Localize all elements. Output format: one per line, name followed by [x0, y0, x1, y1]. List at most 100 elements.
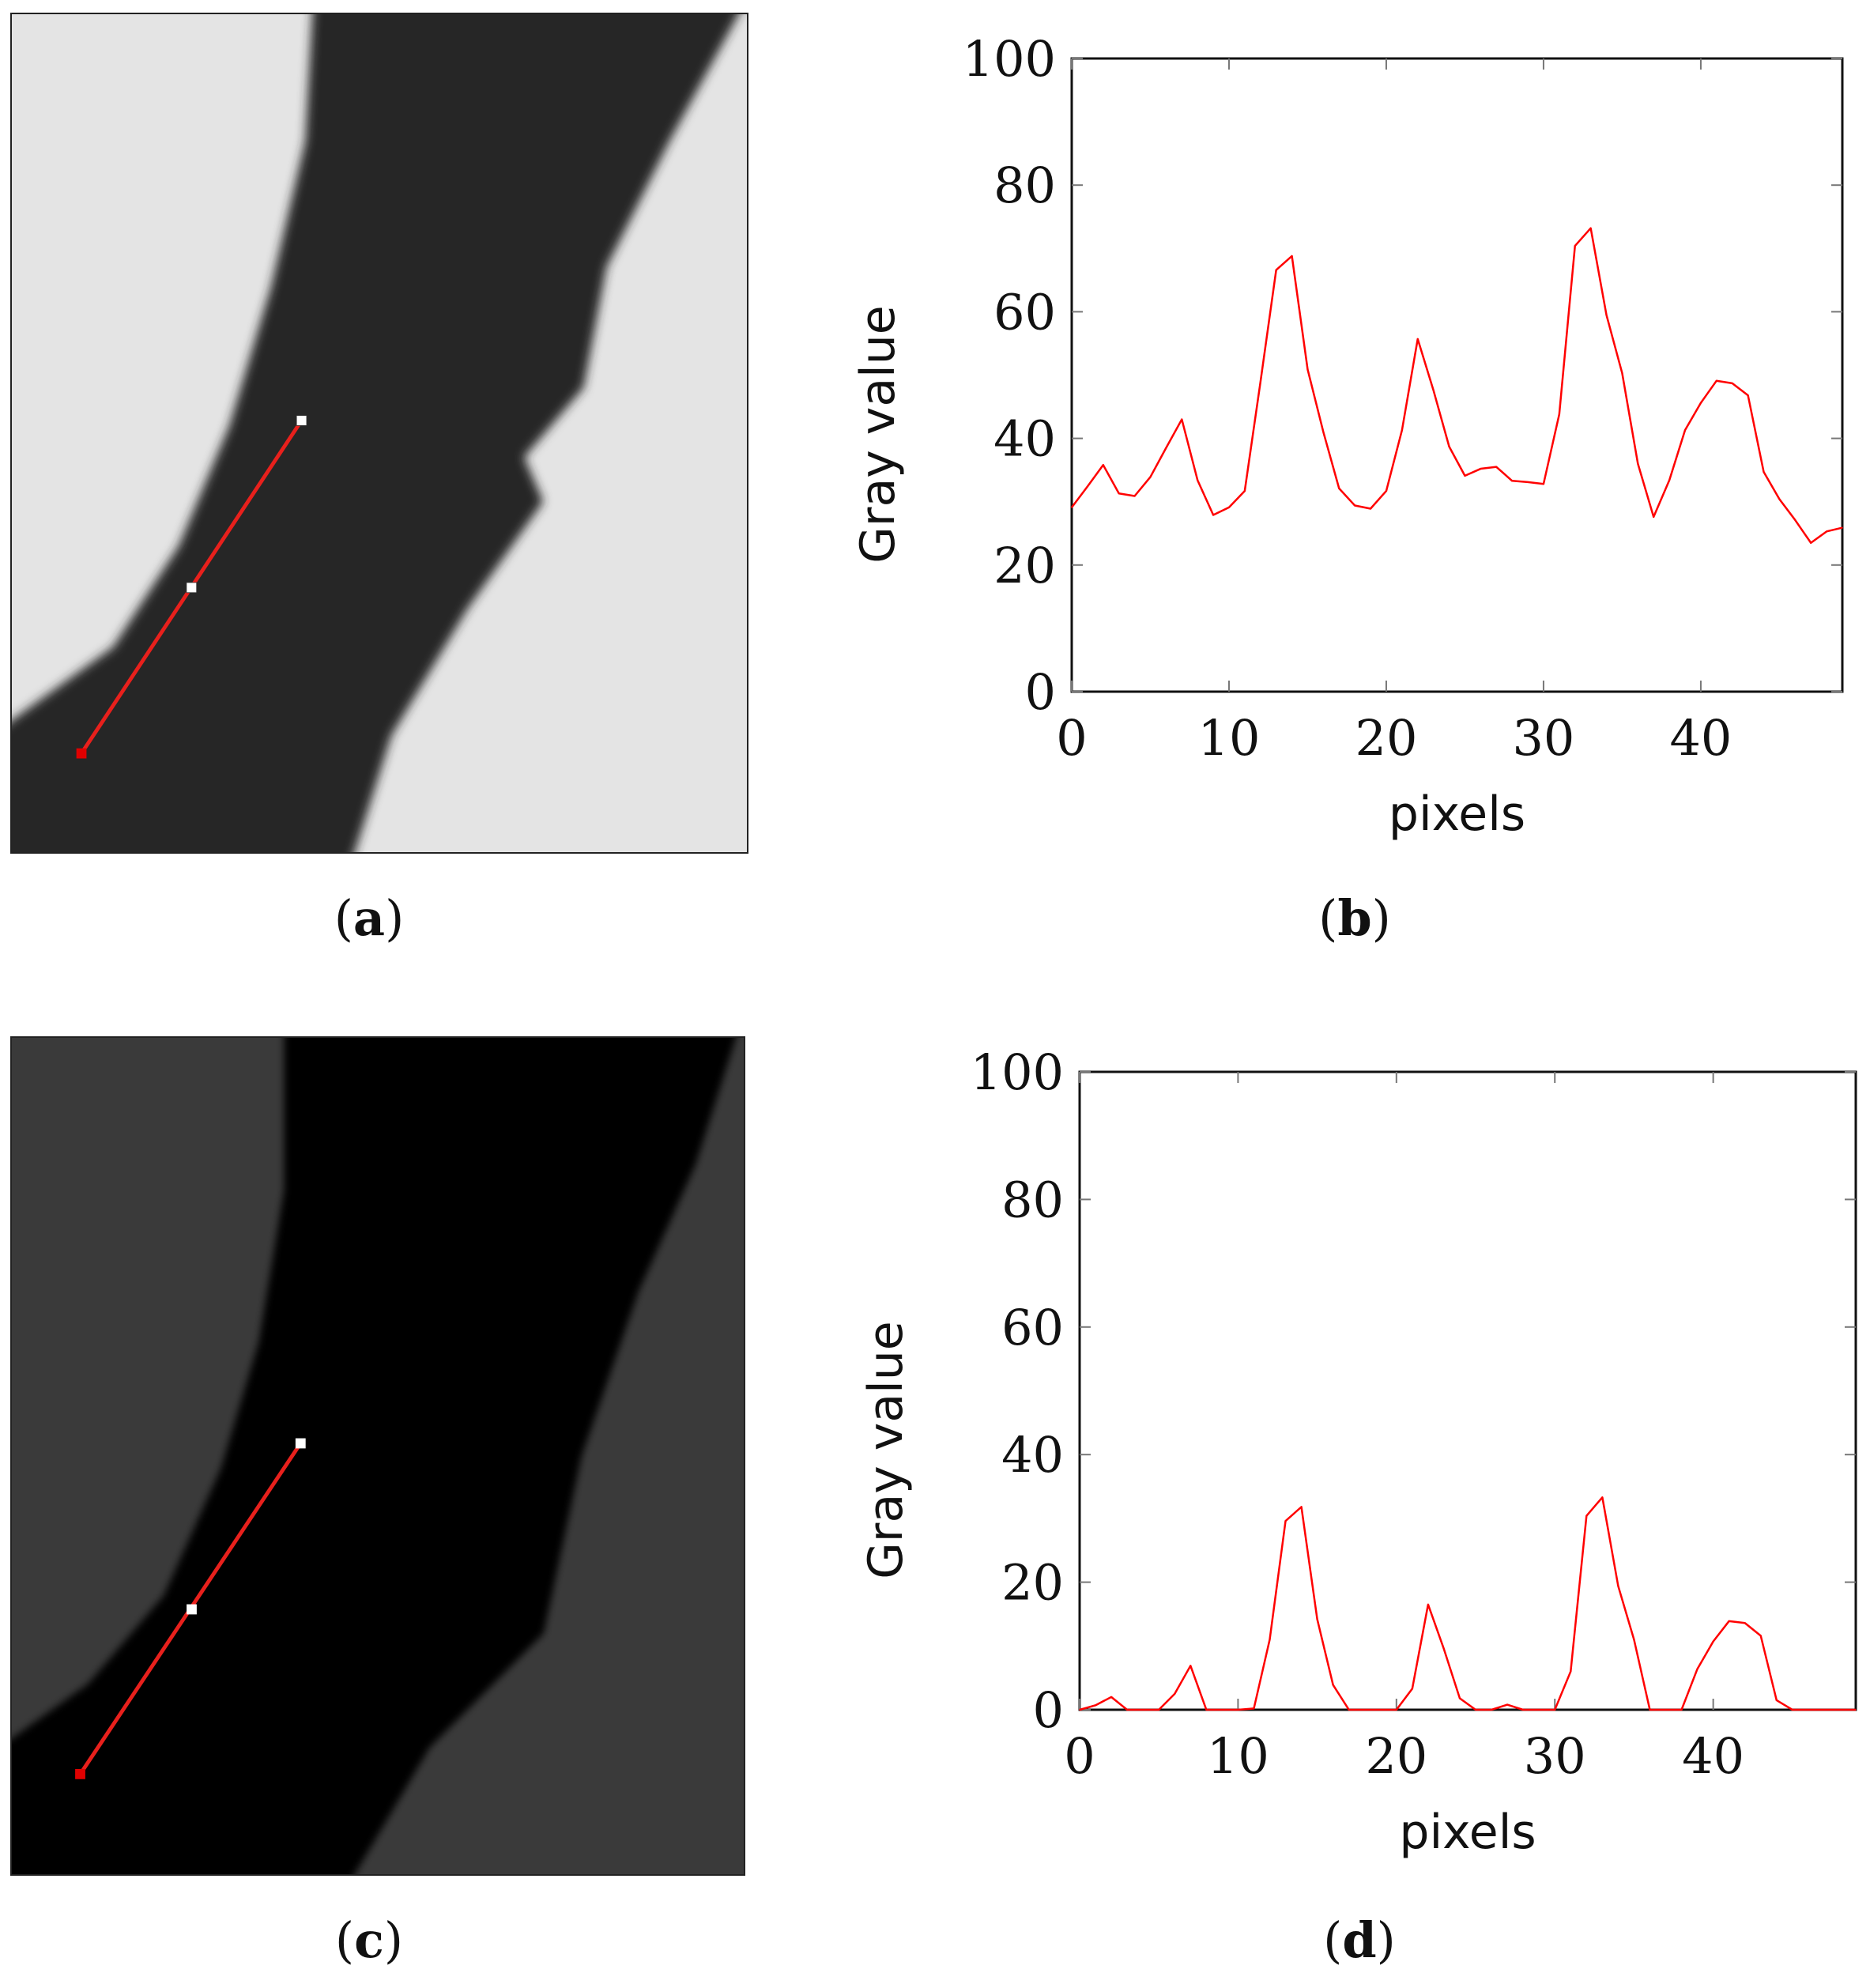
chart-b: 0 10 20 30 40 0 20 40 60 80 100 pixels Gray value: [0, 0, 1870, 991]
data-point: [1696, 1668, 1698, 1670]
data-point: [1543, 483, 1544, 485]
caption-b: (b): [1318, 889, 1391, 947]
data-point: [1792, 1709, 1793, 1711]
data-point: [1506, 1703, 1508, 1706]
data-point: [1617, 1585, 1619, 1587]
profile-end-marker: [296, 415, 307, 426]
data-point: [1401, 429, 1403, 431]
data-point: [1700, 402, 1702, 404]
data-point: [1731, 383, 1733, 384]
gray-value-series: [1079, 1496, 1856, 1711]
data-point: [1665, 1709, 1667, 1711]
x-axis-label: pixels: [1399, 1805, 1536, 1860]
data-point: [1759, 1635, 1762, 1637]
data-point: [1300, 1506, 1303, 1508]
data-point: [1794, 519, 1796, 521]
data-point: [1495, 466, 1498, 468]
data-point: [1284, 1520, 1287, 1522]
profile-mid-marker: [187, 1604, 197, 1615]
profile-end-marker: [295, 1438, 306, 1449]
data-point: [1744, 1622, 1746, 1624]
data-point: [1158, 1709, 1160, 1711]
dark-band: [12, 1038, 737, 1874]
y-tick-label: 0: [1025, 663, 1056, 721]
data-point: [1522, 1709, 1524, 1711]
data-point: [1680, 1709, 1683, 1711]
data-point: [1637, 462, 1639, 465]
data-point: [1221, 1709, 1223, 1711]
data-point: [1601, 1496, 1604, 1499]
data-point: [1432, 389, 1435, 391]
data-point: [1149, 476, 1152, 478]
data-point: [1165, 447, 1167, 449]
data-point: [1712, 1640, 1714, 1643]
data-point: [1228, 507, 1230, 508]
y-tick-label: 80: [1001, 1171, 1064, 1228]
data-point: [1839, 1709, 1841, 1711]
data-point: [1189, 1665, 1192, 1667]
y-tick-label: 60: [993, 283, 1056, 341]
data-point: [1379, 1709, 1382, 1711]
data-point: [1386, 490, 1387, 492]
data-point: [1244, 490, 1246, 492]
profile-start-marker: [76, 748, 87, 759]
x-tick-label: 10: [1198, 709, 1261, 767]
data-point: [1443, 1648, 1445, 1650]
x-tick-label: 40: [1669, 709, 1732, 767]
bone-image-a: [12, 14, 747, 852]
data-point: [1338, 488, 1340, 489]
data-point: [1585, 1515, 1588, 1517]
data-point: [1589, 227, 1592, 229]
data-point: [1538, 1709, 1540, 1711]
data-point: [1237, 1709, 1239, 1711]
data-point: [1348, 1709, 1350, 1711]
gray-value-series: [1071, 227, 1843, 545]
gray-profile-chart-d: 0 10 20 30 40 0 20 40 60 80 100 pixels Gray value: [858, 1043, 1857, 1860]
x-tick-label: 0: [1056, 709, 1087, 767]
data-point: [1396, 1709, 1397, 1711]
data-point: [1212, 514, 1214, 516]
data-point: [1475, 1709, 1476, 1711]
data-point: [1102, 464, 1104, 466]
data-point: [1259, 381, 1261, 383]
data-point: [1253, 1707, 1255, 1710]
data-point: [1823, 1709, 1825, 1711]
data-point: [1728, 1620, 1730, 1622]
data-point: [1621, 372, 1623, 374]
y-tick-label: 20: [993, 537, 1056, 594]
data-point: [1448, 446, 1450, 447]
y-tick-label: 80: [993, 157, 1056, 214]
data-point: [1126, 1709, 1128, 1711]
data-point: [1775, 1699, 1778, 1701]
data-point: [1087, 485, 1088, 488]
data-point: [1842, 526, 1843, 529]
y-tick-label: 0: [1033, 1681, 1064, 1739]
data-point: [1464, 475, 1466, 477]
data-point: [1370, 507, 1371, 510]
data-point: [1205, 1709, 1208, 1711]
data-point: [1511, 480, 1513, 482]
data-point: [1480, 468, 1482, 470]
chart-d: 0 10 20 30 40 0 20 40 60 80 100 pixels Gray value: [0, 1020, 1870, 1860]
data-point: [1491, 1709, 1492, 1711]
x-tick-label: 30: [1512, 709, 1574, 767]
y-tick-label: 20: [1001, 1554, 1064, 1612]
data-point: [1133, 495, 1136, 497]
y-axis-label: Gray value: [850, 305, 906, 563]
data-point: [1110, 1696, 1112, 1698]
data-point: [1763, 471, 1765, 473]
plot-frame: [1078, 1070, 1857, 1711]
x-tick-label: 10: [1207, 1727, 1269, 1785]
y-tick-label: 100: [963, 30, 1056, 88]
data-point: [1275, 269, 1277, 271]
data-point: [1079, 1709, 1080, 1711]
data-point: [1412, 1688, 1413, 1690]
x-tick-label: 30: [1524, 1727, 1586, 1785]
data-point: [1142, 1709, 1144, 1711]
y-tick-label: 100: [971, 1043, 1064, 1101]
data-point: [1684, 429, 1686, 431]
image-panel-a: [10, 13, 748, 854]
data-point: [1653, 516, 1655, 518]
dark-band: [12, 14, 739, 852]
data-point: [1668, 479, 1670, 481]
